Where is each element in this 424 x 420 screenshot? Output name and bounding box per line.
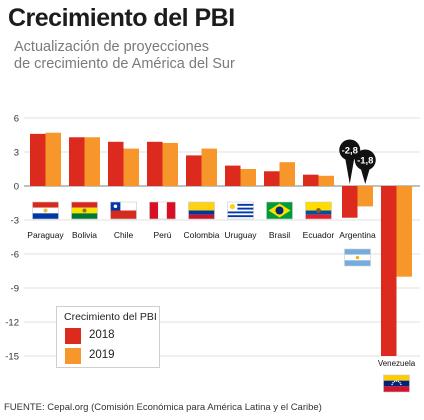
category-label: Chile [114,230,134,240]
argentina-flag-icon [344,248,371,267]
bar-paraguay-2019 [45,132,61,186]
paraguay-flag-icon [32,201,59,220]
legend-label-2018: 2018 [89,329,115,341]
chart-subtitle-line-1: Actualización de proyecciones [14,39,210,55]
y-tick-label: 0 [14,182,19,193]
venezuela-flag-icon [383,374,410,393]
callout-label: -2,8 [342,146,358,157]
bar-uruguay-2018 [225,165,241,186]
bar-peru-2019 [162,142,178,186]
category-label: Bolivia [72,230,97,240]
legend-title: Crecimiento del PBI [64,311,157,323]
chile-flag-icon [110,201,137,220]
bar-colombia-2018 [186,155,202,186]
ecuador-flag-icon [305,201,332,220]
bar-argentina-2018 [342,186,358,218]
legend-label-2019: 2019 [89,349,115,361]
category-label: Colombia [184,230,220,240]
y-tick-label: -3 [11,216,19,227]
colombia-flag-icon [188,201,215,220]
brasil-flag-icon [266,201,293,220]
callout-label: -1,8 [357,156,373,167]
y-tick-label: 6 [14,114,19,125]
bar-ecuador-2019 [318,175,334,186]
bar-brasil-2018 [264,171,280,186]
peru-flag-icon [149,201,176,220]
category-label: Uruguay [224,230,257,240]
chart-legend: Crecimiento del PBI 2018 2019 [56,306,160,368]
bar-brasil-2019 [279,162,295,186]
y-tick-label: -15 [5,352,19,363]
callout-pointer [345,158,355,184]
category-label: Ecuador [303,230,335,240]
chart-subtitle-line-2: de crecimiento de América del Sur [14,56,235,72]
bar-chile-2019 [123,148,139,186]
bar-venezuela-2019 [396,186,412,277]
source-note: FUENTE: Cepal.org (Comisión Económica pa… [4,402,322,413]
callout-marker [354,149,376,171]
bar-ecuador-2018 [303,174,319,186]
category-label: Brasil [269,230,290,240]
bar-paraguay-2018 [30,133,46,186]
chart-title: Crecimiento del PBI [8,4,235,32]
bolivia-flag-icon [71,201,98,220]
legend-swatch-2019 [65,348,81,364]
y-tick-label: 3 [14,148,19,159]
bar-bolivia-2019 [84,137,100,186]
y-tick-label: -12 [5,318,19,329]
y-tick-label: -6 [11,250,19,261]
bar-bolivia-2018 [69,137,85,186]
category-label: Perú [154,230,172,240]
category-label: Venezuela [378,359,416,368]
bar-chile-2018 [108,141,124,186]
legend-swatch-2018 [65,328,81,344]
callout-marker [339,139,361,161]
category-label: Argentina [339,230,376,240]
callout-pointer [360,168,370,184]
bar-peru-2018 [147,141,163,186]
bar-colombia-2019 [201,148,217,186]
uruguay-flag-icon [227,201,254,220]
bar-venezuela-2018 [381,186,397,356]
category-label: Paraguay [27,230,64,240]
y-tick-label: -9 [11,284,19,295]
bar-uruguay-2019 [240,169,256,186]
bar-argentina-2019 [357,186,373,207]
